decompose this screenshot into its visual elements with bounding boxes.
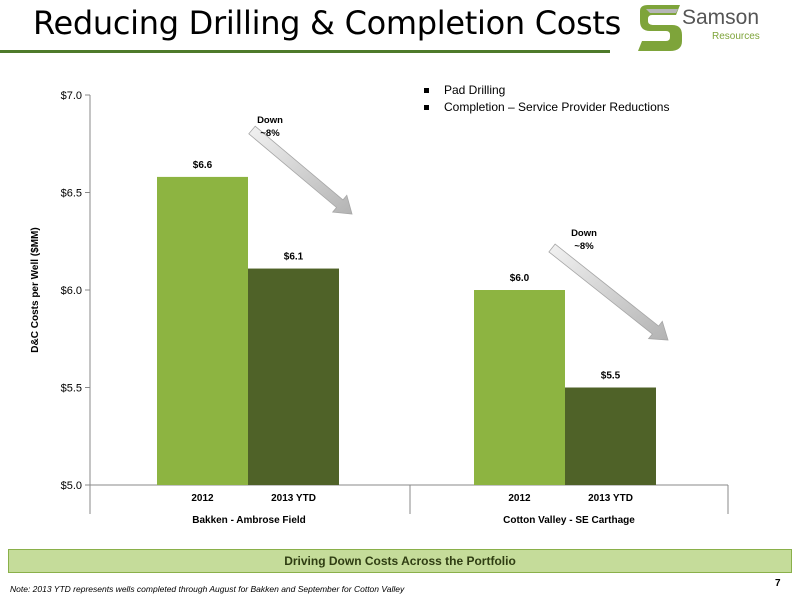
x-group-label: Cotton Valley - SE Carthage: [503, 515, 635, 526]
logo-wordmark: Samson: [682, 6, 760, 29]
bar-value-label: $6.1: [284, 252, 304, 263]
annotation-line2: ~8%: [260, 128, 280, 139]
logo-subtitle: Resources: [712, 31, 760, 42]
bullet-text: Pad Drilling: [444, 83, 506, 97]
bullet-item: Completion – Service Provider Reductions: [424, 99, 669, 116]
samson-logo-icon: [638, 5, 682, 51]
bar-1-1: [157, 176, 248, 485]
annotation-line2: ~8%: [574, 241, 594, 252]
bar-1-2: [248, 268, 339, 485]
bar-2-1: [474, 290, 565, 485]
x-group-label: Bakken - Ambrose Field: [192, 515, 306, 526]
bullet-item: Pad Drilling: [424, 82, 669, 99]
y-tick-label: $6.0: [61, 285, 82, 297]
y-axis-title: D&C Costs per Well ($MM): [30, 227, 41, 352]
bar-value-label: $5.5: [601, 371, 621, 382]
page-number: 7: [775, 578, 781, 589]
footnote: Note: 2013 YTD represents wells complete…: [10, 584, 405, 594]
x-tick-label: 2013 YTD: [588, 493, 633, 504]
bullet-marker-icon: [424, 88, 429, 93]
bar-value-label: $6.0: [510, 273, 530, 284]
y-tick-label: $5.5: [61, 383, 82, 395]
bar-2-2: [565, 387, 656, 485]
x-tick-label: 2012: [508, 493, 531, 504]
x-tick-label: 2012: [191, 493, 214, 504]
bullet-text: Completion – Service Provider Reductions: [444, 100, 670, 114]
bullet-marker-icon: [424, 105, 429, 110]
bar-value-label: $6.6: [193, 160, 213, 171]
down-arrow-icon: [248, 125, 353, 215]
slide-title: Reducing Drilling & Completion Costs: [33, 4, 622, 42]
down-arrow-icon: [548, 243, 669, 341]
title-underline: [0, 50, 610, 53]
portfolio-banner: Driving Down Costs Across the Portfolio: [8, 549, 792, 573]
y-tick-label: $6.5: [61, 188, 82, 200]
annotation-line1: Down: [571, 228, 597, 239]
y-tick-label: $7.0: [61, 90, 82, 102]
cost-bar-chart: $5.0 $5.5 $6.0 $6.5 $7.0 D&C Costs per Well (…: [30, 90, 729, 526]
y-tick-label: $5.0: [61, 480, 82, 492]
x-tick-label: 2013 YTD: [271, 493, 316, 504]
annotation-line1: Down: [257, 115, 283, 126]
bullet-list: Pad Drilling Completion – Service Provid…: [424, 82, 669, 116]
